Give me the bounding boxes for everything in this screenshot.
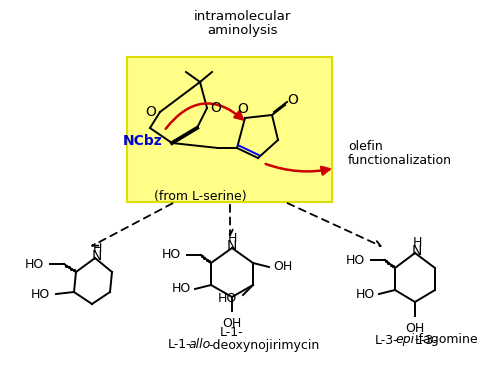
Text: NCbz: NCbz — [122, 134, 162, 148]
Text: O: O — [146, 105, 156, 119]
Text: (from L-serine): (from L-serine) — [154, 190, 246, 203]
Text: HO: HO — [25, 258, 44, 270]
Text: OH: OH — [273, 261, 292, 273]
Text: O: O — [238, 102, 248, 116]
Text: allo: allo — [188, 338, 210, 352]
FancyArrowPatch shape — [166, 103, 243, 129]
Text: aminolysis: aminolysis — [207, 24, 277, 37]
Text: L-1-: L-1- — [220, 327, 244, 339]
Text: HO: HO — [346, 254, 365, 266]
FancyBboxPatch shape — [127, 57, 332, 202]
FancyArrowPatch shape — [266, 164, 330, 175]
Text: functionalization: functionalization — [348, 154, 452, 167]
Text: N: N — [412, 244, 422, 258]
Text: HO: HO — [162, 248, 181, 262]
Text: N: N — [92, 249, 102, 263]
Text: -fagomine: -fagomine — [414, 334, 478, 346]
Text: OH: OH — [222, 317, 242, 330]
Text: L-1-: L-1- — [168, 338, 192, 352]
Text: O: O — [288, 93, 298, 107]
Text: N: N — [227, 239, 237, 253]
Text: HO: HO — [218, 293, 237, 306]
Text: HO: HO — [356, 287, 375, 300]
Text: L-3-: L-3- — [375, 334, 398, 346]
Text: epi: epi — [395, 334, 414, 346]
Text: H: H — [412, 237, 422, 249]
Text: L-3-: L-3- — [415, 334, 438, 346]
Text: OH: OH — [406, 322, 424, 335]
Text: olefin: olefin — [348, 140, 383, 153]
Text: -deoxynojirimycin: -deoxynojirimycin — [208, 338, 320, 352]
Text: intramolecular: intramolecular — [194, 10, 290, 23]
Text: H: H — [92, 241, 102, 255]
Text: HO: HO — [172, 283, 191, 296]
Text: HO: HO — [31, 287, 50, 300]
Text: H: H — [228, 231, 236, 245]
Text: O: O — [210, 101, 222, 115]
